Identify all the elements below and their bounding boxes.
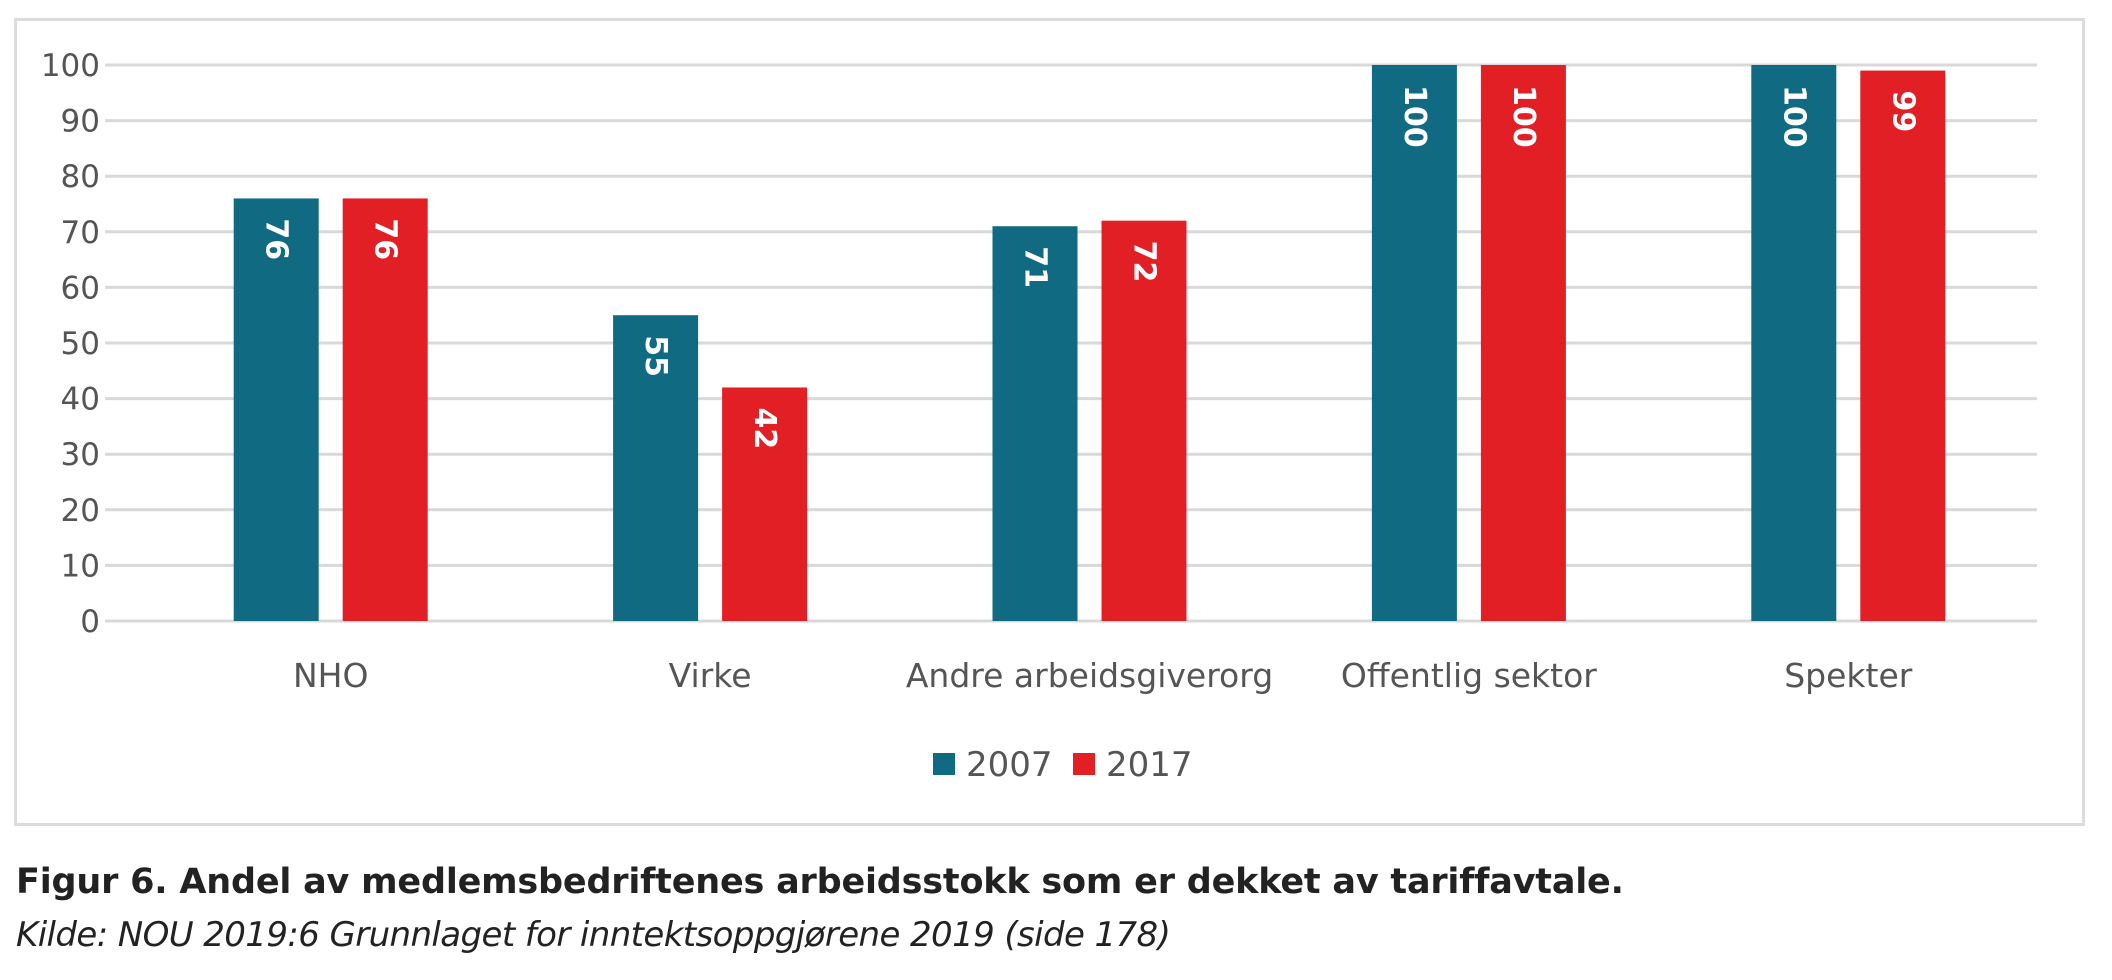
y-tick-label: 80 [61, 159, 100, 195]
figure-caption-title: Figur 6. Andel av medlemsbedriftenes arb… [16, 862, 1624, 902]
bar-2017-0 [342, 198, 428, 621]
data-label: 76 [368, 218, 403, 260]
y-tick-label: 90 [61, 104, 100, 140]
data-label: 100 [1397, 85, 1432, 148]
bar-2007-3 [1371, 65, 1457, 621]
data-label: 72 [1127, 241, 1162, 283]
bar-2017-4 [1860, 70, 1946, 621]
bar-2017-2 [1101, 220, 1187, 621]
legend-label-2007: 2007 [966, 745, 1053, 785]
y-tick-label: 50 [61, 326, 100, 362]
data-label: 42 [747, 407, 782, 449]
bar-2017-3 [1480, 65, 1566, 621]
bar-2017-1 [722, 387, 808, 621]
data-label: 55 [638, 335, 673, 377]
x-tick-label: Spekter [1784, 656, 1913, 695]
y-tick-label: 70 [61, 215, 100, 251]
legend-swatch-2007 [933, 753, 955, 775]
bar-chart: 0 10 20 30 40 50 60 70 80 90 100 76 76 NHO 55 42 Virke 71… [41, 48, 2037, 785]
x-tick-label: Andre arbeidsgiverorg [906, 656, 1273, 695]
legend-swatch-2017 [1073, 753, 1095, 775]
legend-label-2017: 2017 [1106, 745, 1193, 785]
x-tick-label: Offentlig sektor [1341, 656, 1597, 695]
y-tick-label: 20 [61, 493, 100, 529]
bar-2007-4 [1751, 65, 1837, 621]
data-label: 100 [1776, 85, 1811, 148]
y-tick-label: 40 [61, 382, 100, 418]
y-tick-label: 30 [61, 437, 100, 473]
data-label: 71 [1018, 246, 1053, 288]
y-tick-label: 100 [41, 48, 100, 84]
figure-caption-source: Kilde: NOU 2019:6 Grunnlaget for inntekt… [16, 915, 1171, 955]
x-tick-label: NHO [293, 656, 368, 695]
bar-2007-1 [613, 315, 699, 621]
x-tick-label: Virke [669, 656, 752, 695]
data-label: 100 [1506, 85, 1541, 148]
bar-2007-0 [233, 198, 319, 621]
y-tick-label: 60 [61, 270, 100, 306]
data-label: 99 [1885, 91, 1920, 133]
y-tick-label: 0 [80, 604, 100, 640]
bar-2007-2 [992, 226, 1078, 622]
y-tick-label: 10 [61, 548, 100, 584]
data-label: 76 [259, 218, 294, 260]
